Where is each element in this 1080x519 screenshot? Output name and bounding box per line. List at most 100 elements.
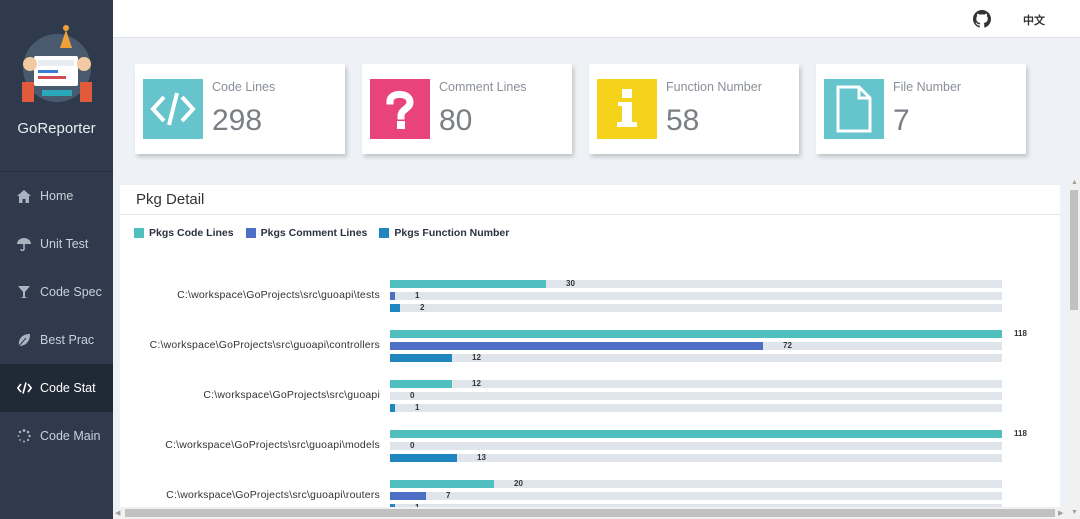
bar-value-label: 30: [566, 279, 575, 288]
sidebar-item-label: Unit Test: [40, 237, 89, 251]
bar-track: [390, 404, 1002, 412]
bar-track: [390, 280, 1002, 288]
horizontal-scrollbar[interactable]: ◀ ▶: [113, 507, 1068, 519]
bar-pkgs-code-lines[interactable]: [390, 280, 546, 288]
language-toggle[interactable]: 中文: [1023, 15, 1045, 27]
stat-label: Comment Lines: [439, 80, 527, 94]
sidebar-nav: Home Unit Test Code Spec Best Prac Code Stat…: [0, 172, 113, 460]
bar-pkgs-function-number[interactable]: [390, 304, 400, 312]
scroll-down-icon[interactable]: ▼: [1071, 509, 1078, 516]
sidebar-item-best-prac[interactable]: Best Prac: [0, 316, 113, 364]
sidebar-item-label: Code Stat: [40, 381, 96, 395]
stat-card-file-number: File Number 7: [816, 64, 1026, 154]
question-icon-box: [370, 79, 430, 139]
stat-value: 298: [212, 104, 263, 137]
sidebar-item-unit-test[interactable]: Unit Test: [0, 220, 113, 268]
sidebar-item-code-stat[interactable]: Code Stat: [0, 364, 113, 412]
code-icon-box: [143, 79, 203, 139]
horizontal-scroll-thumb[interactable]: [125, 509, 1055, 517]
bar-pkgs-comment-lines[interactable]: [390, 342, 763, 350]
chart-legend: Pkgs Code Lines Pkgs Comment Lines Pkgs …: [134, 227, 521, 239]
sidebar-item-code-spec[interactable]: Code Spec: [0, 268, 113, 316]
glass-icon: [16, 284, 32, 300]
stat-label: Code Lines: [212, 80, 276, 94]
legend-item[interactable]: Pkgs Comment Lines: [245, 227, 368, 239]
bar-track: [390, 492, 1002, 500]
pkg-label: C:\workspace\GoProjects\src\guoapi\model…: [165, 439, 380, 451]
scroll-left-icon[interactable]: ◀: [115, 510, 121, 517]
bar-pkgs-code-lines[interactable]: [390, 380, 452, 388]
stat-value: 7: [893, 104, 910, 137]
bar-track: [390, 480, 1002, 488]
pkg-label: C:\workspace\GoProjects\src\guoapi\tests: [177, 289, 380, 301]
vertical-scrollbar[interactable]: ▲ ▼: [1068, 178, 1080, 519]
stat-card-comment-lines: Comment Lines 80: [362, 64, 572, 154]
leaf-icon: [16, 332, 32, 348]
sidebar-item-label: Code Main: [40, 429, 101, 443]
legend-label: Pkgs Comment Lines: [260, 227, 368, 239]
scroll-right-icon[interactable]: ▶: [1058, 510, 1064, 517]
bar-track: [390, 292, 1002, 300]
bar-value-label: 118: [1014, 329, 1027, 338]
goreporter-logo: [21, 25, 92, 102]
pkg-label: C:\workspace\GoProjects\src\guoapi: [203, 389, 380, 401]
sidebar-item-label: Home: [40, 189, 74, 203]
bar-value-label: 12: [472, 379, 481, 388]
bar-pkgs-code-lines[interactable]: [390, 480, 494, 488]
code-icon: [150, 92, 196, 126]
panel-title: Pkg Detail: [120, 185, 1060, 215]
pkg-label: C:\workspace\GoProjects\src\guoapi\route…: [166, 489, 380, 501]
sidebar-item-label: Code Spec: [40, 285, 102, 299]
bar-track: [390, 454, 1002, 462]
topbar: 中文: [113, 0, 1080, 38]
bar-pkgs-function-number[interactable]: [390, 354, 452, 362]
bar-value-label: 20: [514, 479, 523, 488]
umbrella-icon: [16, 236, 32, 252]
bar-value-label: 7: [446, 491, 451, 500]
sidebar: GoReporter Home Unit Test Code Spec Best Pr…: [0, 0, 113, 519]
sidebar-item-home[interactable]: Home: [0, 172, 113, 220]
info-icon-box: [597, 79, 657, 139]
github-icon[interactable]: [973, 10, 991, 28]
bar-value-label: 0: [410, 441, 415, 450]
vertical-scroll-thumb[interactable]: [1070, 190, 1078, 310]
legend-item[interactable]: Pkgs Code Lines: [134, 227, 234, 239]
bar-value-label: 1: [415, 403, 420, 412]
bar-track: [390, 354, 1002, 362]
bar-value-label: 118: [1014, 429, 1027, 438]
stat-label: Function Number: [666, 80, 762, 94]
sidebar-item-code-main[interactable]: Code Main: [0, 412, 113, 460]
sidebar-item-label: Best Prac: [40, 333, 95, 347]
code-icon: [16, 380, 32, 396]
bar-track: [390, 392, 1002, 400]
legend-label: Pkgs Function Number: [394, 227, 510, 239]
bar-pkgs-code-lines[interactable]: [390, 430, 1002, 438]
bar-pkgs-comment-lines[interactable]: [390, 492, 426, 500]
bar-pkgs-comment-lines[interactable]: [390, 292, 395, 300]
stat-value: 80: [439, 104, 473, 137]
bar-value-label: 12: [472, 353, 481, 362]
bar-value-label: 1: [415, 291, 420, 300]
bar-pkgs-function-number[interactable]: [390, 454, 457, 462]
bar-track: [390, 380, 1002, 388]
bar-pkgs-function-number[interactable]: [390, 404, 395, 412]
bar-value-label: 72: [783, 341, 792, 350]
legend-swatch: [245, 228, 256, 238]
bar-value-label: 13: [477, 453, 486, 462]
pkg-detail-panel: Pkg Detail Pkgs Code Lines Pkgs Comment …: [120, 185, 1060, 519]
scroll-up-icon[interactable]: ▲: [1071, 179, 1078, 186]
bar-value-label: 0: [410, 391, 415, 400]
stat-card-code-lines: Code Lines 298: [135, 64, 345, 154]
bar-track: [390, 442, 1002, 450]
info-icon: [617, 89, 637, 127]
legend-swatch: [379, 228, 390, 238]
brand: GoReporter: [0, 0, 113, 172]
question-icon: [386, 90, 414, 129]
file-icon-box: [824, 79, 884, 139]
stat-card-function-number: Function Number 58: [589, 64, 799, 154]
pkg-label: C:\workspace\GoProjects\src\guoapi\contr…: [149, 339, 380, 351]
legend-item[interactable]: Pkgs Function Number: [379, 227, 509, 239]
bar-pkgs-code-lines[interactable]: [390, 330, 1002, 338]
stat-label: File Number: [893, 80, 962, 94]
file-icon: [836, 85, 872, 133]
